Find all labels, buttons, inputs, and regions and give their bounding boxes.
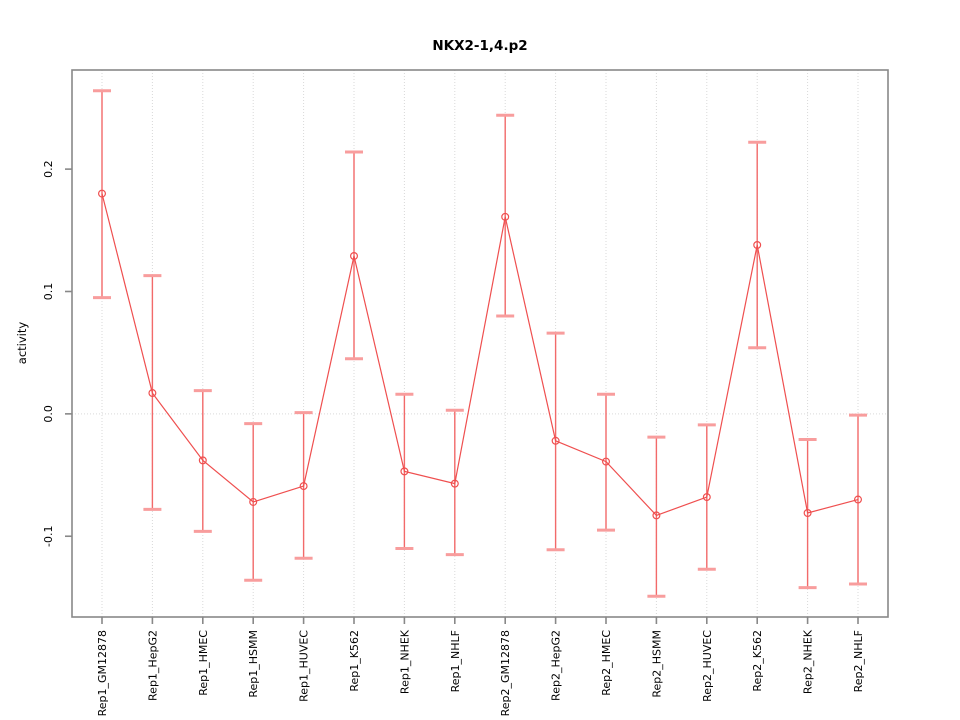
- y-axis: -0.1 0.0 0.1 0.2: [42, 160, 72, 547]
- x-tick-label: Rep1_NHLF: [449, 630, 462, 692]
- data-point: [350, 252, 359, 261]
- data-point: [702, 493, 711, 502]
- x-tick-label: Rep2_HMEC: [600, 630, 613, 696]
- data-point: [299, 482, 308, 491]
- x-tick-label: Rep2_K562: [751, 630, 764, 692]
- x-tick-label: Rep1_NHEK: [398, 629, 411, 694]
- x-tick-label: Rep2_NHLF: [852, 630, 865, 692]
- data-point: [450, 479, 459, 488]
- y-tick-label: 0.2: [42, 160, 55, 178]
- data-points: [97, 189, 862, 520]
- data-point: [249, 497, 258, 506]
- y-tick-label: 0.1: [42, 283, 55, 301]
- x-tick-label: Rep2_HSMM: [650, 630, 663, 698]
- data-point: [501, 212, 510, 221]
- x-axis: Rep1_GM12878 Rep1_HepG2 Rep1_HMEC Rep1_HSMM…: [96, 617, 865, 716]
- error-bars: [93, 89, 867, 598]
- chart-title: NKX2-1,4.p2: [432, 38, 527, 54]
- data-point: [148, 389, 157, 398]
- x-tick-label: Rep2_GM12878: [499, 630, 512, 716]
- x-tick-label: Rep1_HMEC: [197, 630, 210, 696]
- x-tick-label: Rep2_HUVEC: [701, 630, 714, 702]
- y-axis-label: activity: [15, 322, 29, 365]
- series-line: [101, 193, 859, 517]
- data-point: [551, 436, 560, 445]
- x-tick-label: Rep1_HepG2: [146, 630, 159, 701]
- x-tick-label: Rep1_GM12878: [96, 630, 109, 716]
- y-tick-label: 0.0: [42, 405, 55, 423]
- plot-box: [71, 69, 889, 618]
- data-point: [198, 456, 207, 465]
- x-tick-label: Rep2_HepG2: [550, 630, 563, 701]
- x-tick-label: Rep1_HUVEC: [298, 630, 311, 702]
- data-point: [803, 508, 812, 517]
- data-point: [853, 495, 862, 504]
- data-point: [753, 240, 762, 249]
- data-point: [97, 189, 106, 198]
- data-point: [652, 511, 661, 520]
- data-point: [601, 457, 610, 466]
- x-tick-label: Rep2_NHEK: [802, 629, 815, 694]
- x-tick-label: Rep1_HSMM: [247, 630, 260, 698]
- y-tick-label: -0.1: [42, 526, 55, 547]
- x-gridlines: [101, 70, 859, 617]
- data-point: [400, 467, 409, 476]
- x-tick-label: Rep1_K562: [348, 630, 361, 692]
